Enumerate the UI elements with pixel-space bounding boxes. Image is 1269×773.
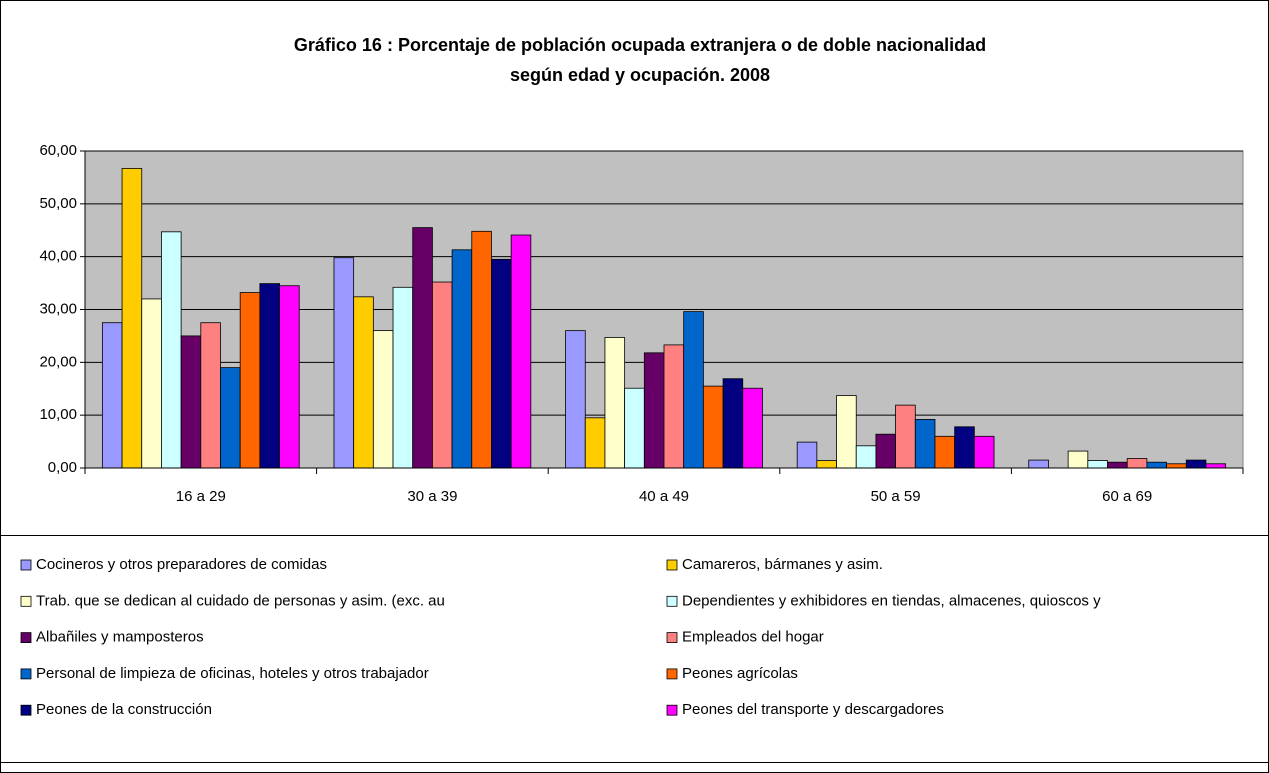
legend-label: Empleados del hogar bbox=[682, 629, 824, 646]
x-tick-label: 50 a 59 bbox=[871, 488, 921, 505]
legend-label: Trab. que se dedican al cuidado de perso… bbox=[36, 592, 445, 609]
bar bbox=[702, 385, 724, 469]
bar bbox=[1126, 458, 1148, 469]
bar bbox=[914, 418, 936, 469]
bar bbox=[1087, 460, 1108, 469]
bar bbox=[200, 322, 221, 469]
bar bbox=[875, 433, 897, 469]
x-tick-label: 60 a 69 bbox=[1102, 488, 1152, 505]
bar bbox=[796, 441, 818, 469]
bar bbox=[220, 367, 241, 469]
bar bbox=[742, 387, 763, 469]
bar bbox=[663, 344, 685, 469]
bar bbox=[239, 292, 261, 469]
legend-label: Peones del transporte y descargadores bbox=[682, 701, 944, 718]
bar bbox=[1146, 461, 1167, 469]
bar bbox=[161, 231, 182, 469]
legend-swatch bbox=[666, 632, 678, 643]
legend-label: Camareros, bármanes y asim. bbox=[682, 556, 883, 573]
bar bbox=[624, 387, 645, 469]
bar bbox=[1166, 463, 1187, 469]
bar bbox=[1205, 463, 1227, 469]
bar bbox=[722, 378, 744, 469]
bar bbox=[372, 330, 394, 469]
bar bbox=[604, 337, 626, 469]
legend-swatch bbox=[20, 595, 32, 607]
bar bbox=[1185, 459, 1207, 469]
y-tick-label: 50,00 bbox=[39, 195, 77, 212]
bar bbox=[101, 322, 123, 469]
legend-label: Dependientes y exhibidores en tiendas, a… bbox=[682, 592, 1101, 609]
legend-label: Cocineros y otros preparadores de comida… bbox=[36, 556, 327, 573]
y-tick-label: 0,00 bbox=[48, 459, 77, 476]
x-tick-label: 30 a 39 bbox=[407, 488, 457, 505]
bar bbox=[836, 395, 857, 469]
bar bbox=[451, 249, 473, 469]
bar bbox=[895, 404, 916, 469]
bar bbox=[510, 234, 532, 469]
chart-subtitle: según edad y ocupación. 2008 bbox=[510, 65, 770, 85]
legend-swatch bbox=[20, 704, 32, 716]
bar bbox=[471, 230, 492, 469]
bar bbox=[584, 417, 606, 469]
bar bbox=[565, 330, 586, 469]
bar bbox=[121, 168, 143, 469]
legend-swatch bbox=[666, 559, 678, 571]
x-tick-label: 16 a 29 bbox=[176, 488, 226, 505]
bar bbox=[816, 460, 837, 469]
bar bbox=[934, 435, 956, 469]
legend-swatch bbox=[666, 668, 678, 680]
bar bbox=[855, 445, 877, 469]
bar bbox=[683, 311, 704, 469]
bar bbox=[259, 283, 280, 469]
legend-swatch bbox=[20, 559, 32, 571]
legend-swatch bbox=[20, 668, 32, 680]
x-tick-label: 40 a 49 bbox=[639, 488, 689, 505]
y-tick-label: 10,00 bbox=[39, 406, 77, 423]
bar bbox=[1107, 461, 1128, 469]
bar bbox=[431, 281, 453, 469]
legend-label: Peones agrícolas bbox=[682, 665, 798, 682]
y-tick-label: 60,00 bbox=[39, 142, 77, 159]
bar bbox=[643, 352, 665, 469]
bar bbox=[973, 435, 995, 469]
bar bbox=[954, 426, 975, 469]
bar bbox=[412, 227, 433, 469]
bar bbox=[279, 285, 300, 469]
bar bbox=[333, 257, 355, 469]
legend-swatch bbox=[20, 632, 32, 643]
bar bbox=[1028, 459, 1049, 469]
legend-label: Albañiles y mamposteros bbox=[36, 629, 204, 646]
y-tick-label: 30,00 bbox=[39, 300, 77, 317]
bar bbox=[180, 335, 202, 469]
y-tick-label: 40,00 bbox=[39, 248, 77, 265]
bar bbox=[1067, 450, 1089, 469]
legend-swatch bbox=[666, 704, 678, 716]
legend-swatch bbox=[666, 595, 678, 607]
bar bbox=[353, 296, 374, 469]
y-tick-label: 20,00 bbox=[39, 353, 77, 370]
legend-label: Peones de la construcción bbox=[36, 701, 212, 718]
bar bbox=[392, 286, 414, 469]
chart-title: Gráfico 16 : Porcentaje de población ocu… bbox=[294, 35, 986, 55]
legend-label: Personal de limpieza de oficinas, hotele… bbox=[36, 665, 429, 682]
bar bbox=[491, 258, 512, 469]
bar bbox=[141, 298, 162, 469]
